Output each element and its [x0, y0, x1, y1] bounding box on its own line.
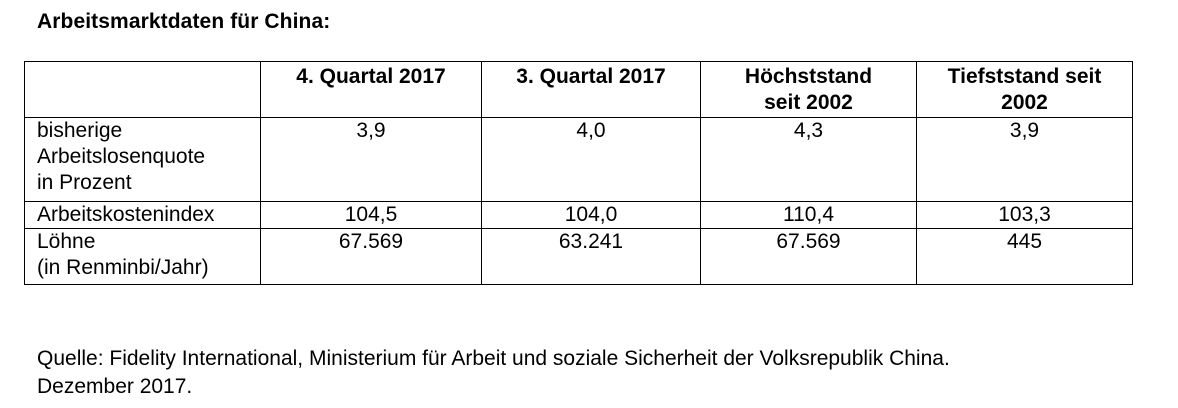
table-row: Löhne (in Renminbi/Jahr) 67.569 63.241 6…	[24, 228, 1133, 285]
header-cell-q3-2017: 3. Quartal 2017	[481, 61, 701, 118]
table-cell: 67.569	[700, 228, 917, 285]
table-cell: 104,0	[481, 201, 701, 229]
table-cell: 104,5	[260, 201, 482, 229]
header-cell-high-since-2002: Höchststand seit 2002	[700, 61, 917, 118]
row-label-unemployment-rate: bisherige Arbeitslosenquote in Prozent	[24, 117, 261, 202]
table-cell: 3,9	[260, 117, 482, 202]
table-cell: 63.241	[481, 228, 701, 285]
header-cell-empty	[24, 61, 261, 118]
header-cell-low-since-2002: Tiefststand seit 2002	[916, 61, 1133, 118]
table-header-row: 4. Quartal 2017 3. Quartal 2017 Höchstst…	[24, 61, 1133, 118]
table-cell: 103,3	[916, 201, 1133, 229]
row-label-labor-cost-index: Arbeitskostenindex	[24, 201, 261, 229]
header-cell-q4-2017: 4. Quartal 2017	[260, 61, 482, 118]
table-cell: 110,4	[700, 201, 917, 229]
table-cell: 67.569	[260, 228, 482, 285]
table-cell: 4,0	[481, 117, 701, 202]
table-row: Arbeitskostenindex 104,5 104,0 110,4 103…	[24, 201, 1133, 229]
table-cell: 4,3	[700, 117, 917, 202]
source-note: Quelle: Fidelity International, Minister…	[37, 347, 950, 398]
labor-market-table: 4. Quartal 2017 3. Quartal 2017 Höchstst…	[24, 61, 1133, 285]
row-label-wages: Löhne (in Renminbi/Jahr)	[24, 228, 261, 285]
table-cell: 3,9	[916, 117, 1133, 202]
table-row: bisherige Arbeitslosenquote in Prozent 3…	[24, 117, 1133, 202]
page-title: Arbeitsmarktdaten für China:	[37, 10, 331, 33]
table-cell: 445	[916, 228, 1133, 285]
